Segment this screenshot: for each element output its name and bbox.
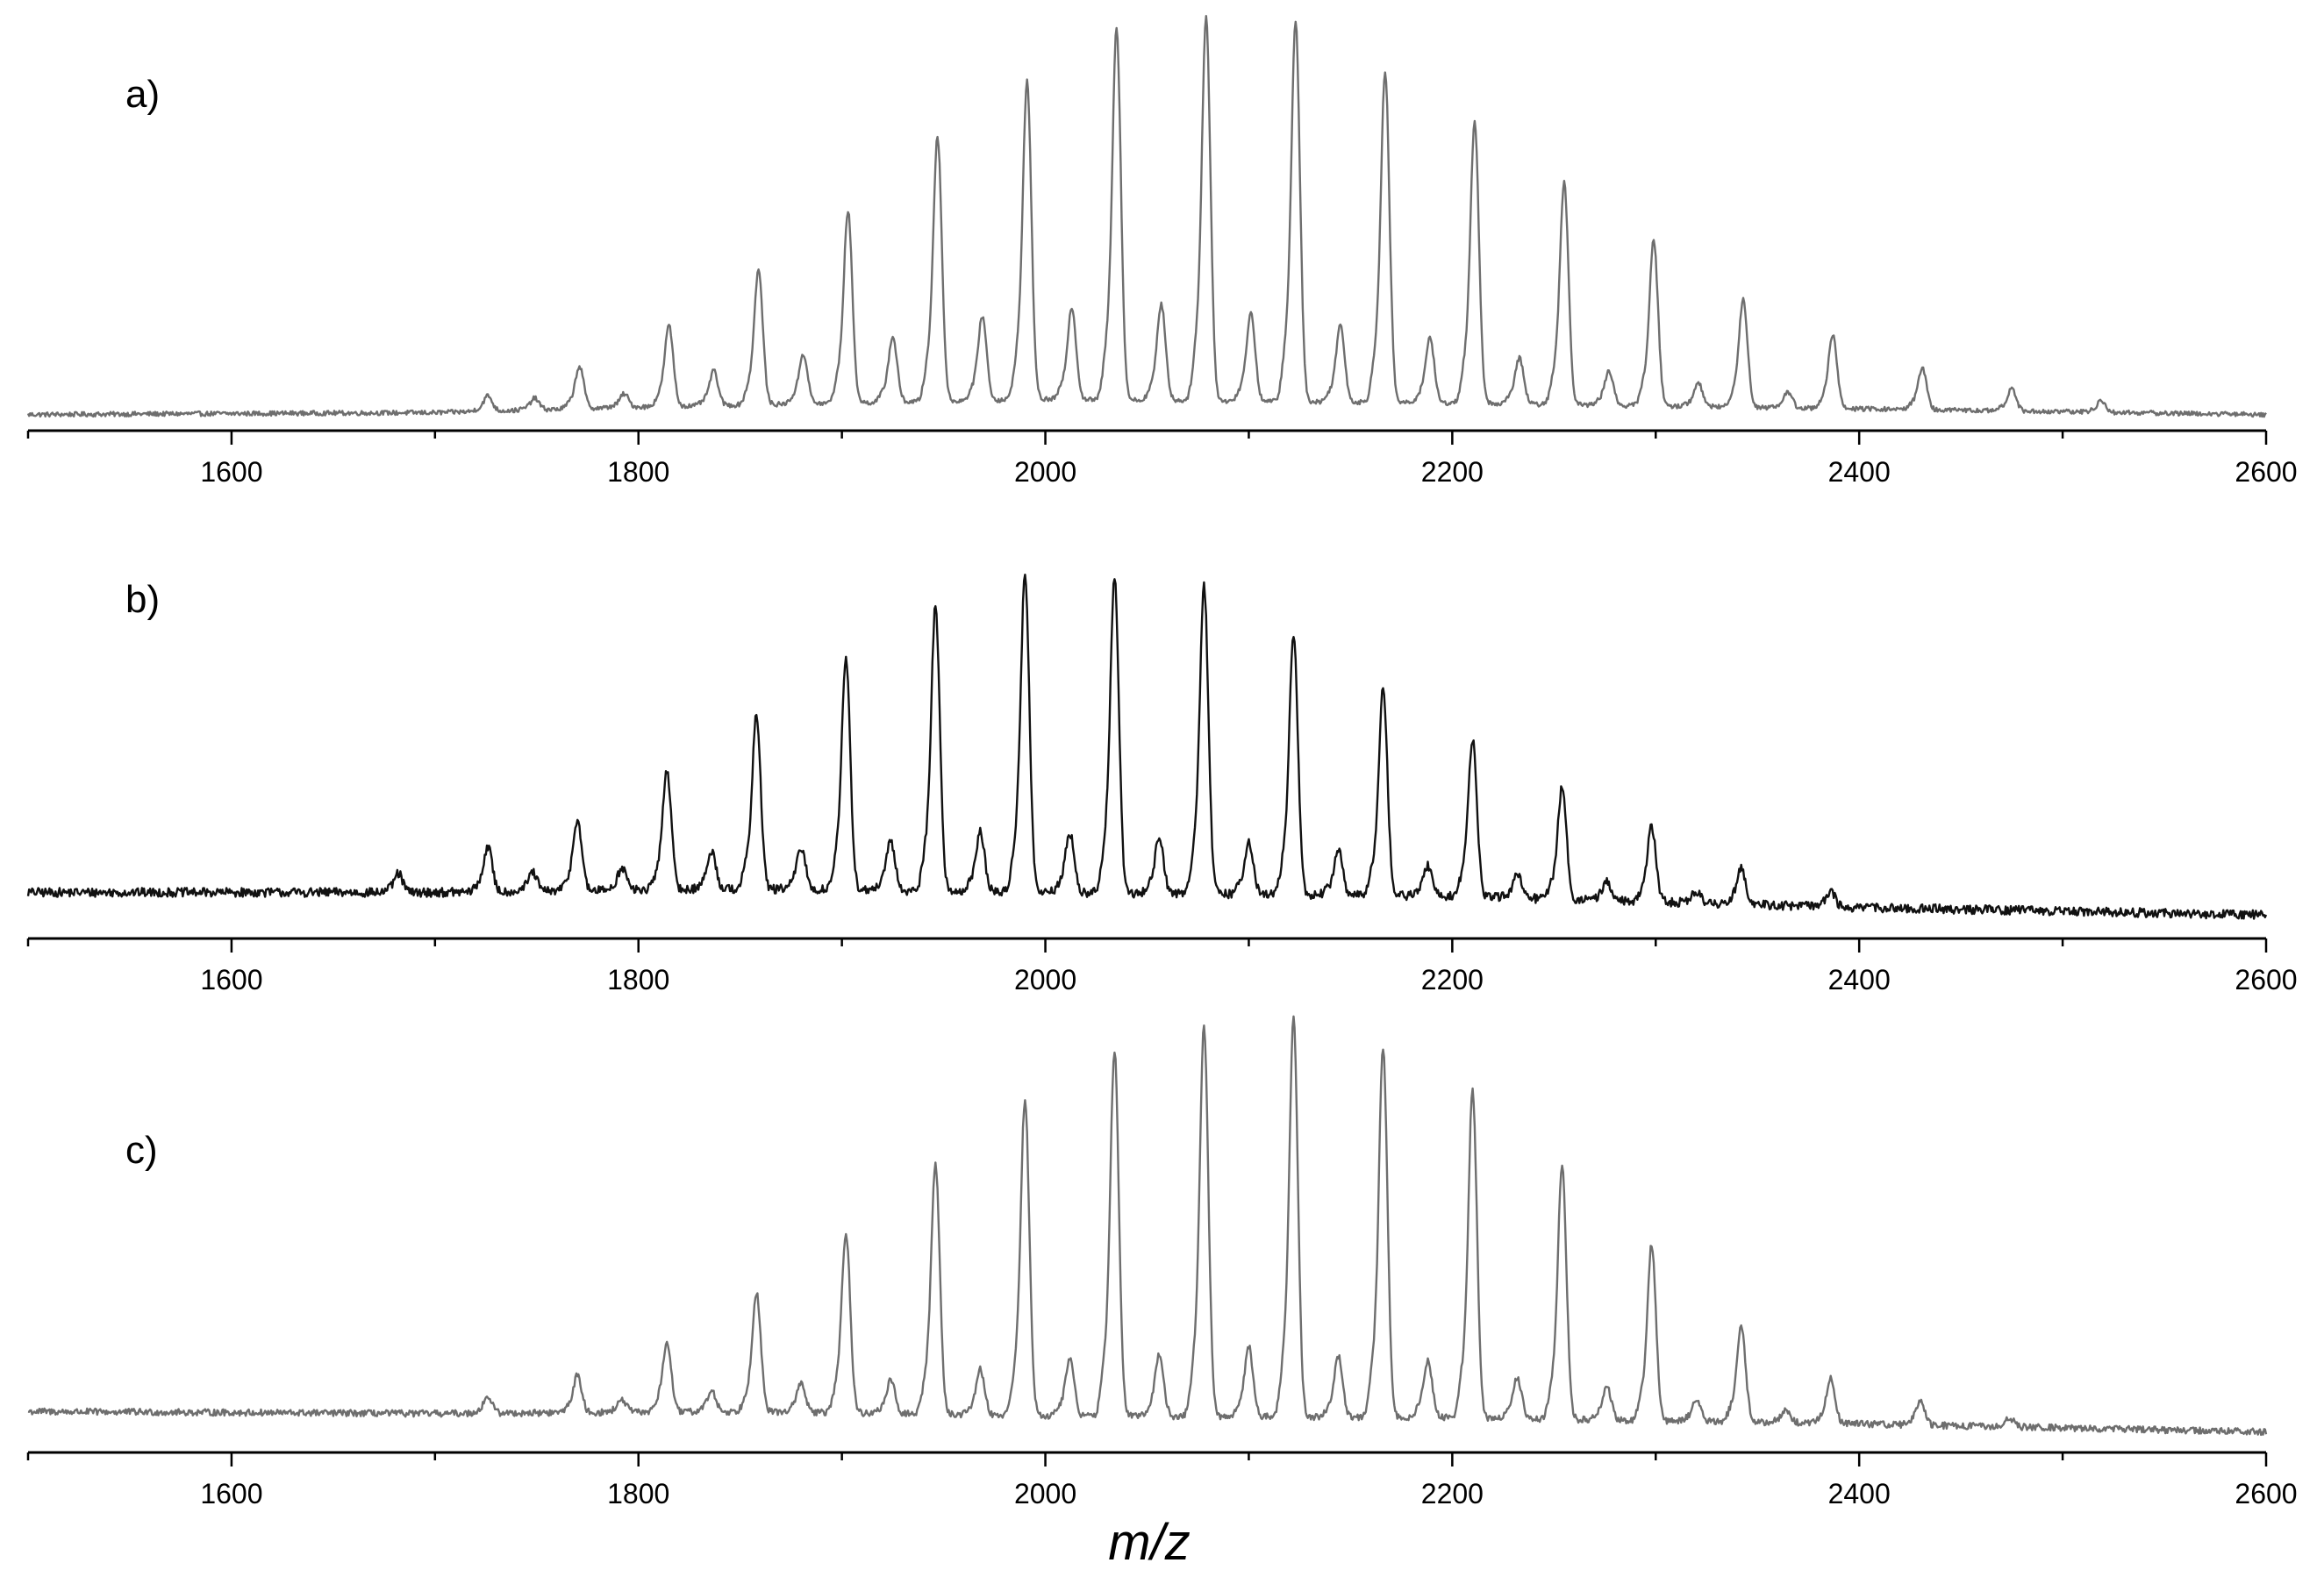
x-tick-label: 2000 [1014,456,1076,488]
x-tick-label: 1600 [200,1478,262,1509]
x-tick-label: 2600 [2235,456,2297,488]
spectrum-panel: b) 1600 1800 2000 2200 2400 2600 [26,574,2298,996]
x-tick-label: 2000 [1014,964,1076,996]
spectrum-trace [26,15,2267,418]
x-tick-label: 2400 [1828,456,1891,488]
x-tick-label: 1600 [200,456,262,488]
panel-label: a) [125,73,160,116]
x-tick-label: 2000 [1014,1478,1076,1509]
x-tick-label: 1800 [607,456,669,488]
spectrum-trace [27,1015,2268,1437]
spectrum-panel: c) 1600 1800 2000 2200 2400 2600 [26,1015,2298,1509]
x-tick-label: 1800 [607,1478,669,1509]
x-tick-label: 2400 [1828,1478,1891,1509]
spectrum-trace [26,574,2268,920]
x-tick-label: 2200 [1421,1478,1484,1509]
spectrum-panel: a) 1600 1800 2000 2200 2400 2600 [26,15,2298,488]
x-tick-label: 2200 [1421,456,1484,488]
x-tick-label: 2600 [2235,964,2297,996]
x-tick-label: 2400 [1828,964,1891,996]
x-tick-label: 1600 [200,964,262,996]
x-tick-label: 2600 [2235,1478,2297,1509]
x-axis-title: m/z [1108,1514,1190,1570]
x-tick-label: 2200 [1421,964,1484,996]
x-tick-label: 1800 [607,964,669,996]
panel-label: c) [125,1129,158,1172]
panel-label: b) [125,578,160,621]
